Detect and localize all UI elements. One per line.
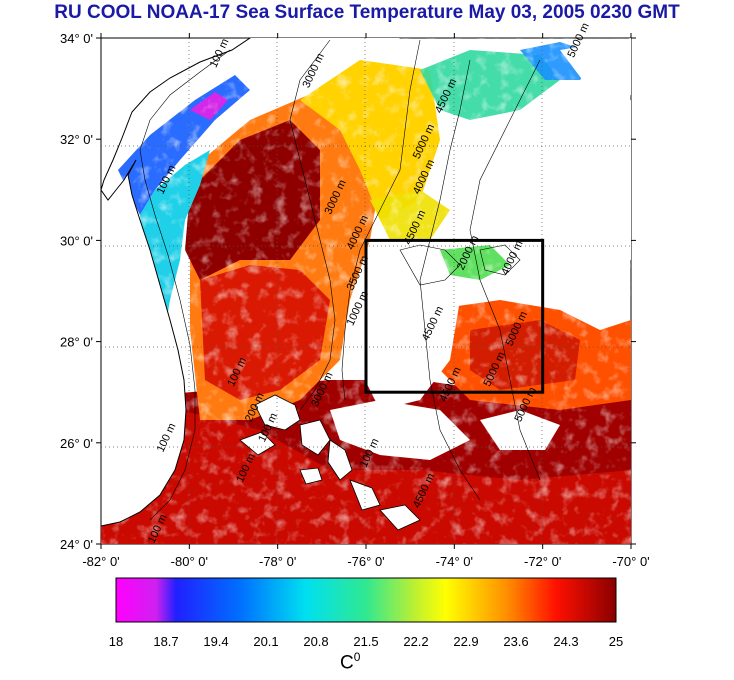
chart-title: RU COOL NOAA-17 Sea Surface Temperature …	[54, 2, 680, 23]
colorbar-tick-label: 25	[609, 634, 623, 649]
land-florida	[101, 159, 187, 527]
lon-tick-label: -78° 0'	[259, 554, 296, 569]
colorbar-tick-label: 22.2	[403, 634, 428, 649]
colorbar-unit: C0	[340, 650, 361, 674]
map-axes: -82° 0' -80° 0' -78° 0' -76° 0' -74° 0' -72° …	[60, 31, 650, 569]
land-mainland	[101, 38, 251, 191]
colorbar-tick-label: 21.5	[353, 634, 378, 649]
lon-tick-label: -76° 0'	[347, 554, 384, 569]
lat-tick-label: 26° 0'	[60, 436, 93, 451]
colorbar-tick-label: 20.8	[303, 634, 328, 649]
lon-tick-label: -70° 0'	[612, 554, 649, 569]
bathymetry-contours	[139, 39, 541, 521]
lat-tick-label: 34° 0'	[60, 31, 93, 46]
colorbar-tick-label: 24.3	[553, 634, 578, 649]
colorbar-tick-label: 19.4	[203, 634, 228, 649]
colorbar-tick-label: 18	[109, 634, 123, 649]
land-bahamas	[239, 394, 421, 531]
colorbar-tick-label: 18.7	[153, 634, 178, 649]
study-area-box[interactable]	[364, 238, 545, 394]
lon-tick-label: -80° 0'	[171, 554, 208, 569]
colorbar[interactable]	[115, 577, 617, 623]
lon-tick-label: -72° 0'	[524, 554, 561, 569]
lat-tick-label: 30° 0'	[60, 233, 93, 248]
lon-tick-label: -74° 0'	[436, 554, 473, 569]
colorbar-tick-label: 20.1	[253, 634, 278, 649]
lat-tick-label: 28° 0'	[60, 335, 93, 350]
lat-tick-label: 32° 0'	[60, 132, 93, 147]
colorbar-ticks: 18 18.7 19.4 20.1 20.8 21.5 22.2 22.9 23.6 24.3 25	[109, 634, 623, 649]
lat-tick-label: 24° 0'	[60, 537, 93, 552]
colorbar-tick-label: 23.6	[503, 634, 528, 649]
colorbar-tick-label: 22.9	[453, 634, 478, 649]
lon-tick-label: -82° 0'	[82, 554, 119, 569]
